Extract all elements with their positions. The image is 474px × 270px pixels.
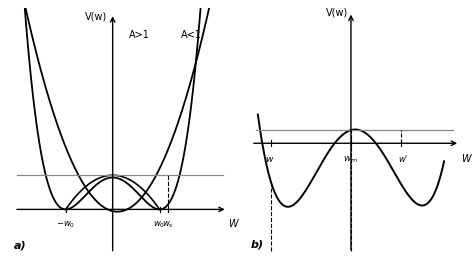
Text: $w_s$: $w_s$ xyxy=(162,219,174,230)
Text: W: W xyxy=(461,154,471,164)
Text: A>1: A>1 xyxy=(129,31,150,40)
Text: $-w_0$: $-w_0$ xyxy=(56,219,75,230)
Text: W: W xyxy=(228,219,238,229)
Text: V(w): V(w) xyxy=(84,11,107,21)
Text: $w_m$: $w_m$ xyxy=(343,155,358,166)
Text: w: w xyxy=(265,155,273,164)
Text: w': w' xyxy=(399,155,408,164)
Text: b): b) xyxy=(251,239,264,249)
Text: A<1: A<1 xyxy=(181,31,201,40)
Text: a): a) xyxy=(14,241,27,251)
Text: $w_0$: $w_0$ xyxy=(154,219,165,230)
Text: V(w): V(w) xyxy=(326,8,348,18)
